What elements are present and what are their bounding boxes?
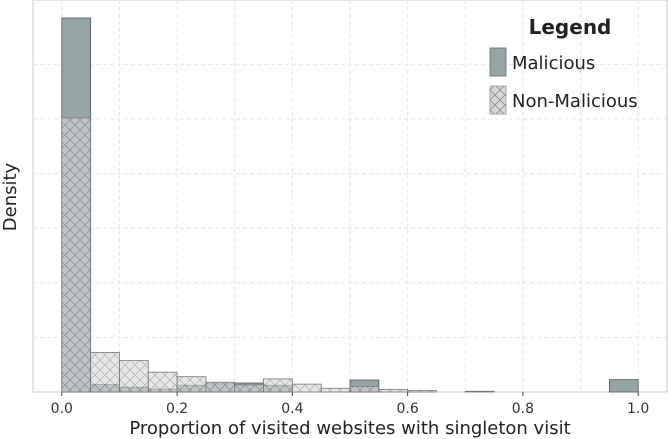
non-malicious-bar-10 [349,385,380,393]
x-tick-label-0: 0.0 [51,401,73,417]
non-malicious-bar-9 [320,387,351,393]
non-malicious-bar-12 [407,390,437,393]
non-malicious-bar-4 [176,376,207,393]
non-malicious-bar-11 [378,388,409,393]
non-malicious-bars [61,117,495,393]
legend-swatch-non-malicious [489,85,507,115]
legend-swatch-malicious [489,47,507,77]
non-malicious-bar-5 [205,381,236,393]
x-axis-ticks: 0.0 0.2 0.4 0.6 0.8 1.0 [51,392,649,417]
non-malicious-bar-8 [291,383,322,393]
x-tick-label-3: 0.6 [397,401,419,417]
legend-title: Legend [529,15,612,39]
legend-label-malicious: Malicious [512,53,595,74]
non-malicious-bar-0 [61,117,92,393]
non-malicious-bar-2 [119,360,149,393]
grid-lines [33,0,667,392]
non-malicious-bar-6 [234,384,264,393]
legend-label-non-malicious: Non-Malicious [512,91,638,112]
x-axis-label: Proportion of visited websites with sing… [129,418,570,439]
y-axis-label: Density [0,162,21,231]
non-malicious-bar-14 [464,390,495,393]
non-malicious-bar-7 [263,378,293,393]
x-tick-label-1: 0.2 [166,401,188,417]
non-malicious-bar-3 [147,371,178,393]
x-tick-label-2: 0.4 [281,401,303,417]
legend: Legend Malicious Non-Malicious [489,15,638,115]
malicious-bar-19 [608,379,639,393]
x-tick-label-4: 0.8 [512,401,534,417]
non-malicious-bar-1 [90,351,120,393]
x-tick-label-5: 1.0 [627,401,649,417]
